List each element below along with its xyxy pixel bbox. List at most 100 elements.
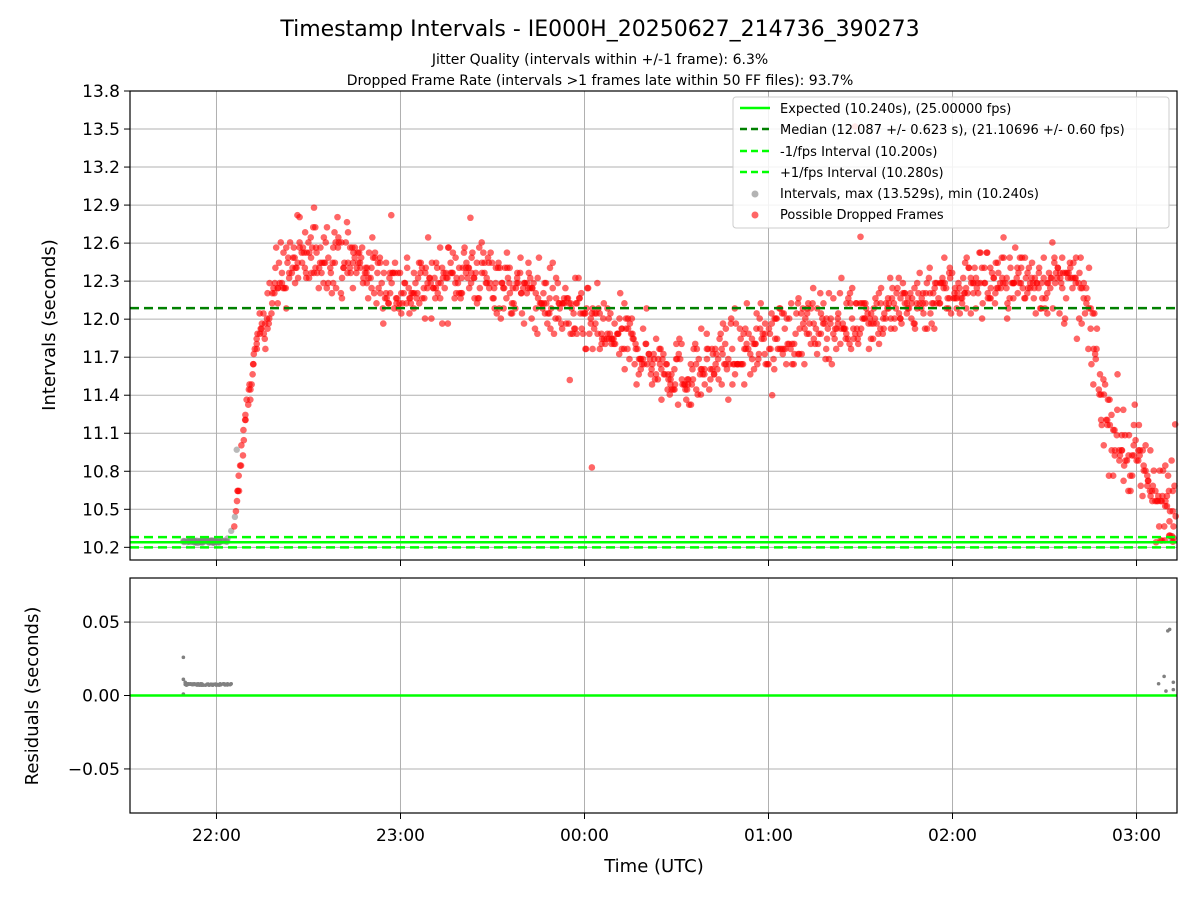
dropped-frame-point <box>1144 477 1152 485</box>
dropped-frame-point <box>526 274 534 282</box>
dropped-frame-point <box>1136 452 1144 459</box>
dropped-frame-point <box>941 279 949 287</box>
dropped-frame-point <box>462 269 470 277</box>
dropped-frame-point <box>1119 406 1127 414</box>
dropped-frame-point <box>587 315 595 322</box>
dropped-frame-point <box>258 325 265 332</box>
dropped-frame-point <box>365 249 373 256</box>
dropped-frame-point <box>307 254 315 261</box>
dropped-frame-point <box>331 229 338 236</box>
dropped-frame-point <box>379 320 387 327</box>
dropped-frame-point <box>388 279 395 287</box>
dropped-frame-point <box>343 218 351 226</box>
dropped-frame-point <box>756 315 763 322</box>
dropped-frame-point <box>371 249 379 256</box>
dropped-frame-point <box>400 289 408 297</box>
dropped-frame-point <box>317 244 324 251</box>
dropped-frame-point <box>965 264 973 272</box>
dropped-frame-point <box>428 315 435 322</box>
dropped-frame-point <box>230 523 238 530</box>
dropped-frame-point <box>970 289 977 297</box>
dropped-frame-point <box>310 204 318 211</box>
dropped-frame-point <box>565 320 572 327</box>
dropped-frame-point <box>291 254 298 261</box>
dropped-frame-point <box>546 294 553 302</box>
dropped-frame-point <box>1111 426 1118 434</box>
residual-point <box>186 681 191 686</box>
dropped-frame-point <box>1051 254 1058 261</box>
dropped-frame-point <box>654 376 662 383</box>
dropped-frame-point <box>320 279 327 287</box>
dropped-frame-point <box>271 279 279 287</box>
dropped-frame-point <box>274 300 282 307</box>
dropped-frame-point <box>705 386 713 393</box>
dropped-frame-point <box>288 269 296 277</box>
legend: Expected (10.240s), (25.00000 fps) Media… <box>732 96 1170 229</box>
dropped-frame-point <box>1040 274 1048 282</box>
dropped-frame-point <box>1147 447 1154 454</box>
dropped-frame-point <box>1032 310 1040 317</box>
dropped-frame-point <box>249 371 256 378</box>
dropped-frame-point <box>1142 467 1149 474</box>
dropped-frame-point <box>334 213 341 221</box>
dropped-frame-point <box>534 294 542 302</box>
dropped-frame-point <box>1022 274 1030 282</box>
dropped-frame-point <box>857 233 864 241</box>
dropped-frame-point <box>250 350 258 358</box>
dropped-frame-point <box>716 335 723 343</box>
dropped-frame-point <box>851 330 859 338</box>
interval-point <box>231 513 239 521</box>
dropped-frame-point <box>540 289 547 297</box>
dropped-frame-point <box>797 310 805 317</box>
dropped-frame-point <box>423 284 431 292</box>
dropped-frame-point <box>648 365 655 373</box>
dropped-frame-point <box>265 320 273 327</box>
dropped-frame-point <box>467 214 474 222</box>
dropped-frame-point <box>363 279 371 287</box>
dropped-frame-point <box>719 320 727 327</box>
dropped-frame-point <box>1143 482 1151 490</box>
dropped-frame-point <box>682 396 690 403</box>
dropped-frame-point <box>337 289 345 297</box>
dropped-frame-point <box>719 350 726 358</box>
dropped-frame-point <box>886 274 894 282</box>
intervals-y-tick-label: 10.2 <box>82 538 120 558</box>
dropped-frame-point <box>802 315 809 322</box>
dropped-frame-point <box>880 325 888 332</box>
dropped-frame-point <box>1116 452 1124 459</box>
dropped-frame-point <box>1116 457 1123 464</box>
dropped-frame-point <box>1103 416 1111 424</box>
dropped-frame-point <box>1051 279 1059 287</box>
dropped-frame-point <box>1017 264 1025 272</box>
dropped-frame-point <box>882 315 889 322</box>
dropped-frame-point <box>467 279 475 287</box>
dropped-frame-point <box>925 274 933 282</box>
dropped-frame-point <box>518 289 525 297</box>
dropped-frame-point <box>528 315 535 322</box>
dropped-frame-point <box>901 289 909 297</box>
intervals-reference-lines <box>130 306 1177 549</box>
dropped-frame-point <box>825 289 833 297</box>
dropped-frame-point <box>413 294 420 302</box>
dropped-frame-point <box>483 274 490 282</box>
dropped-frame-point <box>810 320 817 327</box>
dropped-frame-point <box>353 269 360 277</box>
x-axis-label: Time (UTC) <box>603 856 704 877</box>
dropped-frame-point <box>1025 264 1033 272</box>
dropped-frame-point <box>500 284 508 292</box>
dropped-frame-point <box>633 381 640 388</box>
dropped-frame-point <box>1065 269 1072 277</box>
residual-point <box>181 677 186 682</box>
dropped-frame-point <box>414 274 422 282</box>
dropped-frame-point <box>340 264 347 272</box>
dropped-frame-point <box>573 300 581 307</box>
dropped-frame-point <box>718 381 726 388</box>
dropped-frame-point <box>722 325 730 332</box>
dropped-frame-point <box>748 355 756 363</box>
dropped-frame-point <box>514 279 522 287</box>
dropped-frame-point <box>718 345 726 353</box>
dropped-frame-point <box>427 279 435 287</box>
dropped-frame-point <box>573 330 581 338</box>
dropped-frame-point <box>781 325 789 332</box>
dropped-frame-point <box>599 315 607 322</box>
